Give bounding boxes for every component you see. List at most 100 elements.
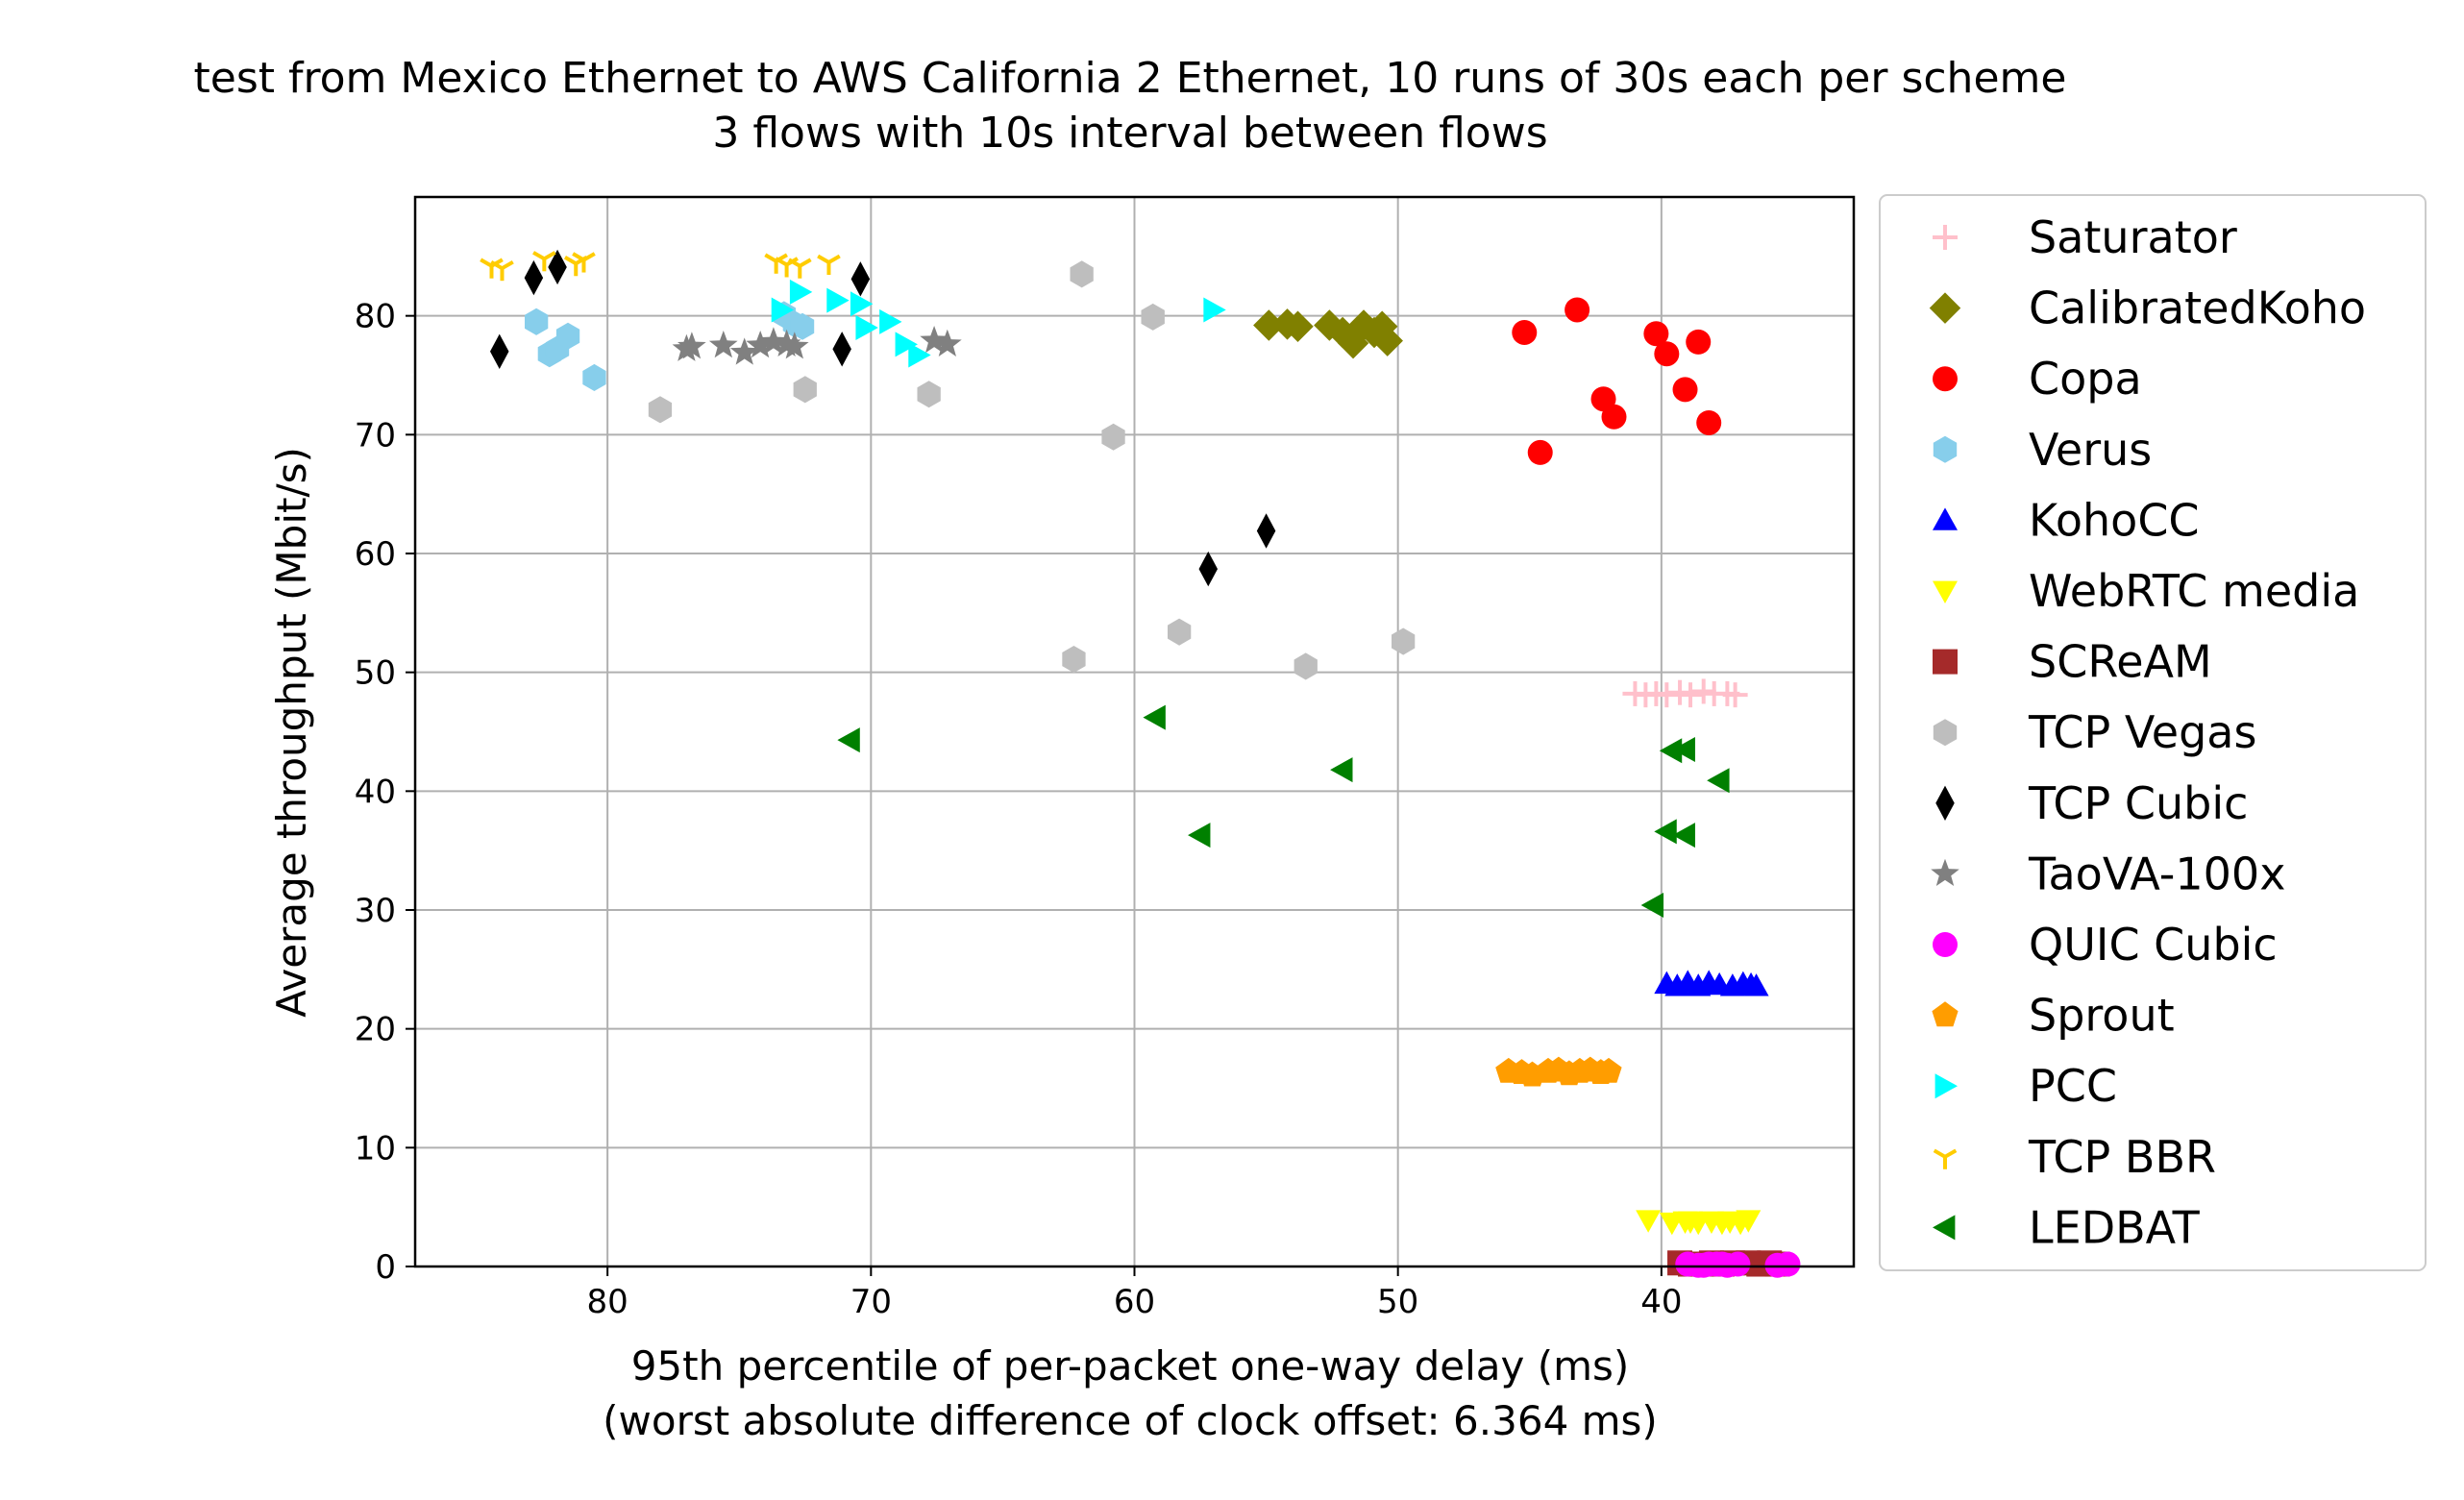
y-tick-label: 80 (355, 298, 396, 336)
data-point (1743, 973, 1769, 996)
data-point (780, 332, 809, 359)
series-kohocc (1654, 970, 1769, 996)
legend-marker (1935, 785, 1955, 821)
data-point (1512, 319, 1538, 345)
data-point (525, 307, 549, 335)
series-tcp-bbr (480, 251, 841, 282)
legend-label: Sprout (2029, 990, 2175, 1042)
legend-label: TCP Vegas (2028, 706, 2256, 758)
legend-entry: Verus (1933, 424, 2152, 476)
y-tick-label: 30 (355, 892, 396, 930)
data-point (1294, 652, 1318, 680)
legend-entry: CalibratedKoho (1929, 283, 2366, 334)
legend-label: KohoCC (2029, 494, 2200, 546)
data-point (789, 279, 813, 305)
data-point (1203, 297, 1226, 323)
x-axis-label: 95th percentile of per-packet one-way de… (631, 1342, 1630, 1389)
data-point (708, 331, 738, 358)
legend-label: PCC (2029, 1060, 2117, 1112)
data-point (855, 315, 878, 341)
legend-marker (1929, 292, 1961, 324)
data-point (920, 326, 949, 354)
axis-ticks: 80 70 60 50 40 0 10 20 30 40 50 60 70 80 (355, 298, 1683, 1321)
data-point (1678, 1211, 1704, 1235)
data-point (1654, 682, 1680, 708)
legend-marker (1933, 649, 1958, 675)
grid (415, 197, 1854, 1267)
data-point (1672, 377, 1698, 403)
legend-label: TCP Cubic (2028, 777, 2248, 829)
legend-label: QUIC Cubic (2029, 919, 2278, 971)
legend-entry: TCP Cubic (1935, 777, 2248, 829)
data-point (1371, 325, 1403, 357)
series-pcc (771, 279, 1226, 368)
legend-entry: PCC (1934, 1060, 2117, 1112)
data-point (572, 252, 596, 273)
data-point (582, 363, 606, 391)
series-calibratedkoho (1253, 308, 1403, 359)
series-sprout (1495, 1056, 1622, 1087)
legend-entry: WebRTC media (1933, 565, 2359, 617)
y-axis-label: Average throughput (Mbit/s) (268, 447, 315, 1018)
legend-entry: TCP BBR (1933, 1131, 2216, 1183)
data-point (908, 342, 931, 368)
data-point (1330, 757, 1353, 783)
y-tick-label: 40 (355, 773, 396, 811)
data-point (1282, 310, 1314, 343)
data-point (1722, 682, 1748, 708)
legend-label: TCP BBR (2028, 1131, 2216, 1183)
data-point (1690, 678, 1716, 704)
data-point (1686, 329, 1712, 355)
data-point (759, 327, 788, 355)
data-point (1595, 1057, 1622, 1083)
series-saturator (1622, 678, 1748, 708)
y-tick-label: 50 (355, 654, 396, 693)
data-point (826, 287, 850, 313)
legend-marker (1933, 1148, 1958, 1169)
x-tick-label: 60 (1114, 1283, 1155, 1321)
data-point (532, 251, 556, 272)
data-point (729, 337, 759, 365)
data-point (1141, 303, 1165, 331)
data-point (832, 332, 851, 367)
data-point (1565, 297, 1590, 323)
data-point (1101, 423, 1125, 451)
legend-label: TaoVA-100x (2028, 848, 2285, 899)
data-point (1659, 738, 1683, 764)
data-point (524, 259, 544, 296)
legend-entry: Copa (1933, 353, 2142, 405)
data-point (1527, 439, 1553, 465)
series-ledbat (837, 704, 1730, 919)
data-point (1643, 321, 1669, 347)
data-point (879, 308, 902, 334)
data-point (678, 332, 706, 359)
legend: Saturator CalibratedKoho Copa Verus KohoCC We… (1929, 211, 2366, 1253)
data-point (489, 333, 509, 369)
data-point (548, 249, 567, 285)
data-point (1640, 893, 1664, 919)
data-point (555, 322, 580, 350)
data-point (895, 332, 918, 357)
data-point (1709, 1251, 1735, 1277)
y-tick-label: 20 (355, 1011, 396, 1049)
data-point (771, 297, 795, 323)
legend-label: Verus (2029, 424, 2152, 476)
data-point (1188, 823, 1211, 848)
legend-entry: KohoCC (1933, 494, 2200, 546)
y-tick-label: 10 (355, 1129, 396, 1168)
series-tcp-cubic (489, 249, 1276, 587)
data-point (790, 312, 815, 340)
legend-marker (1931, 858, 1959, 886)
series-copa (1512, 297, 1722, 465)
series-quic-cubic (1675, 1251, 1801, 1278)
legend-marker (1932, 1001, 1959, 1027)
data-point (1256, 513, 1276, 549)
legend-label: WebRTC media (2029, 565, 2359, 617)
data-point (850, 291, 874, 317)
legend-label: Copa (2029, 353, 2142, 405)
data-point (787, 258, 812, 279)
legend-entry: Sprout (1932, 990, 2175, 1042)
data-point (1678, 682, 1704, 708)
data-point (1654, 819, 1677, 845)
